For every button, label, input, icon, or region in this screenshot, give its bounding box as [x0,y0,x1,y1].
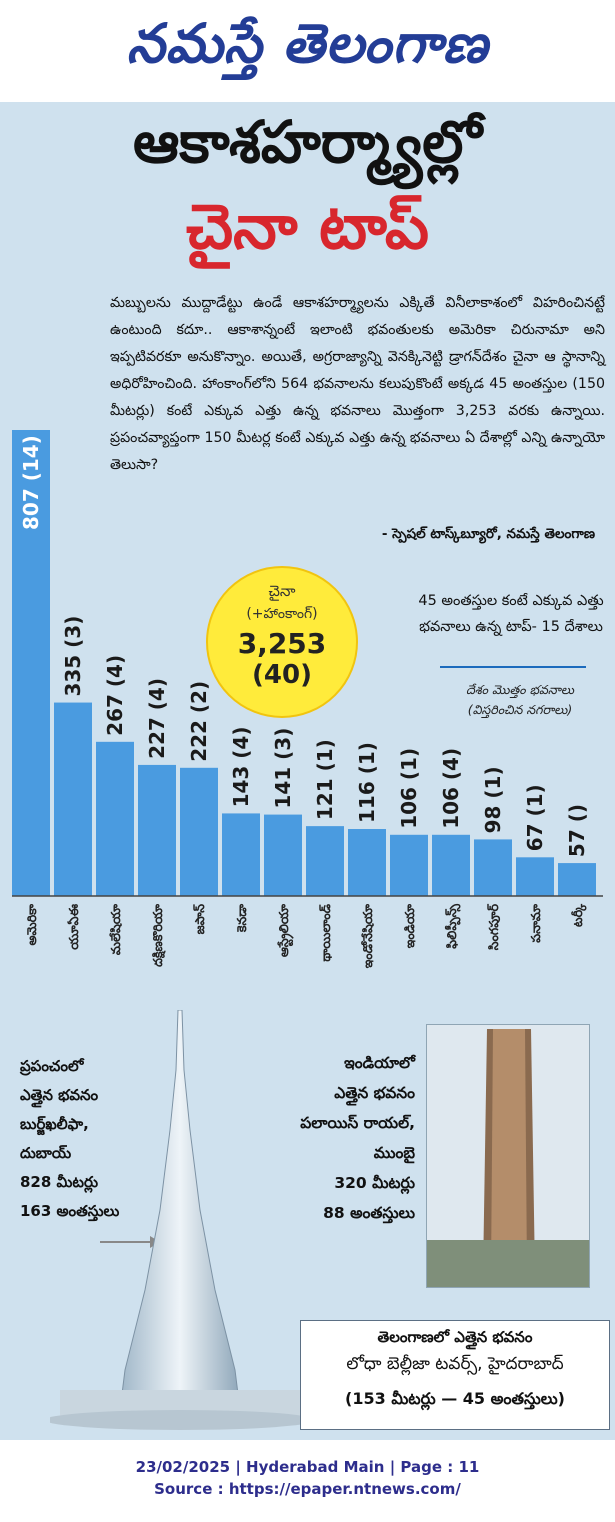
world-line: ప్రపంచంలో [20,1057,84,1075]
bar-value-label: 116 (1) [355,742,379,823]
bar [264,814,302,896]
category-label: పనామా [528,903,543,942]
intro-paragraph: మబ్బులను ముద్దాడేట్టు ఉండే ఆకాశహర్మ్యాలన… [110,295,605,473]
category-label: జపాన్ [192,904,207,935]
telangana-line1: తెలంగాణలో ఎత్తైన భవనం [377,1328,533,1346]
bar [180,767,218,896]
bar [96,741,134,896]
category-label: మలేషియా [108,903,123,955]
byline: - స్పెషల్ టాస్క్‌బ్యూరో, నమస్తే తెలంగాణ [381,526,595,542]
bar [54,702,92,896]
bar-value-label: 121 (1) [313,739,337,820]
bar [222,813,260,896]
world-line: బుర్జ్‌ఖలీఫా, [20,1115,89,1133]
bar [432,834,470,896]
bar-value-label: 267 (4) [103,655,127,736]
bar [474,839,512,896]
footer-source: Source : https://epaper.ntnews.com/ [154,1480,461,1498]
telangana-line3: (153 మీటర్లు — 45 అంతస్తులు) [345,1389,565,1408]
bar-value-label: 67 (1) [523,784,547,851]
bar-chart: 807 (14) 335 (3) 267 (4) 227 (4) 222 (2) 143 … [12,430,603,1248]
bar-value-label: 98 (1) [481,766,505,833]
category-label: దక్షిణకొరియా [150,903,166,967]
india-line: 320 మీటర్లు [334,1174,415,1192]
world-line: 828 మీటర్లు [20,1173,99,1191]
category-label: థాయిలాండ్ [318,903,333,961]
bar [12,430,50,896]
bar [306,826,344,896]
bar-value-label: 227 (4) [145,678,169,759]
bar-value-label: 106 (1) [397,748,421,829]
world-line: ఎత్తైన భవనం [20,1086,99,1104]
world-tallest-text: ప్రపంచంలో ఎత్తైన భవనం బుర్జ్‌ఖలీఫా, దుబా… [20,1052,150,1226]
infographic-panel: 807 (14) 335 (3) 267 (4) 227 (4) 222 (2) 143 … [0,102,615,1440]
footer: 23/02/2025 | Hyderabad Main | Page : 11 … [0,1456,615,1500]
category-label: యూఏఈ [66,903,81,949]
palais-royale-drawing [427,1025,589,1287]
palais-royale-image [426,1024,590,1288]
bar-value-label: 222 (2) [187,681,211,762]
india-line: 88 అంతస్తులు [323,1204,415,1222]
category-label: అమెరికా [24,904,39,946]
headline-line2: చైనా టాప్ [185,190,430,263]
key-legend-line2: (విస్తరించిన నగరాలు) [467,702,573,717]
bar [390,834,428,896]
world-line: దుబాయ్ [20,1144,72,1162]
china-value: 3,253 [237,627,327,660]
india-line: ఇండియాలో [344,1054,415,1072]
bar [516,857,554,896]
bar-value-label: 106 (4) [439,748,463,829]
footer-date-edition: 23/02/2025 | Hyderabad Main | Page : 11 [135,1458,480,1476]
masthead: నమస్తే తెలంగాణ [0,0,615,100]
india-line: ఎత్తైన భవనం [334,1084,415,1102]
key-title: 45 అంతస్తుల కంటే ఎక్కువ ఎత్తు భవనాలు ఉన్… [418,593,604,635]
world-line: 163 అంతస్తులు [20,1202,120,1220]
key-legend: దేశం మొత్తం భవనాలు (విస్తరించిన నగరాలు) [430,680,610,720]
category-label: కెనడా [234,904,249,933]
bar-value-label: 807 (14) [19,435,43,530]
bar [138,764,176,896]
category-label: ఇండోనేషియా [360,903,375,968]
telangana-box: తెలంగాణలో ఎత్తైన భవనం లోధా బెల్లీజా టవర్… [300,1320,610,1430]
telangana-line2: లోధా బెల్లీజా టవర్స్, హైదరాబాద్ [346,1354,564,1374]
china-cities: (40) [252,660,312,690]
china-name: చైనా [268,582,296,600]
key-underline [440,666,586,668]
india-line: పలాయిస్ రాయల్, [300,1114,415,1132]
bar-value-label: 57 () [565,804,589,857]
india-line: ముంబై [373,1144,415,1162]
category-label: టర్కీ [570,903,587,927]
category-label: ఫిలిప్పీన్స్ [444,903,461,949]
bar-value-label: 143 (4) [229,727,253,808]
china-sub: (+హాంకాంగ్) [246,606,318,622]
category-label: ఆస్ట్రేలియా [276,903,294,957]
bar [348,829,386,896]
key-legend-line1: దేశం మొత్తం భవనాలు [465,682,575,697]
bar-value-label: 141 (3) [271,728,295,809]
masthead-title: నమస్తే తెలంగాణ [126,11,489,75]
india-tallest-text: ఇండియాలో ఎత్తైన భవనం పలాయిస్ రాయల్, ముంబ… [270,1048,415,1228]
burj-khalifa-image [50,1010,315,1430]
china-circle: చైనా (+హాంకాంగ్) 3,253 (40) [206,566,358,718]
headline-line1: ఆకాశహర్మ్యాల్లో [133,108,482,176]
bar [558,863,596,896]
bar-value-label: 335 (3) [61,616,85,697]
category-label: సింగపూర్ [486,903,501,950]
category-label: ఇండియా [402,903,417,948]
